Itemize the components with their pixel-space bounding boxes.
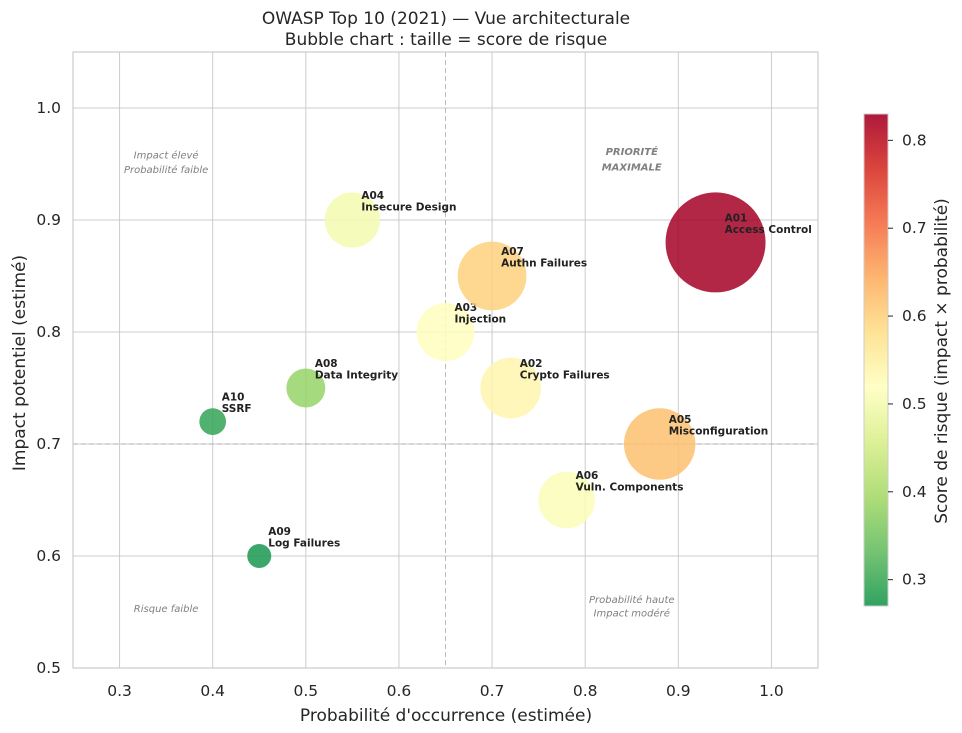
colorbar: 0.3 0.4 0.5 0.6 0.7 0.8 [863, 113, 927, 607]
bubble-a08 [286, 368, 326, 408]
y-tick-label: 0.5 [36, 659, 61, 677]
colorbar-label: Score de risque (impact × probabilité) [932, 198, 952, 524]
bubble-a06 [538, 471, 595, 529]
bubble-label-a10: A10 SSRF [222, 392, 252, 416]
bubble-a02 [480, 357, 542, 419]
x-tick-label: 0.4 [200, 682, 225, 700]
y-tick-label: 0.6 [36, 547, 61, 565]
plot-frame [72, 51, 819, 669]
bubble-label-a02: A02 Crypto Failures [520, 358, 610, 382]
annotation: Risque faible [134, 604, 199, 615]
annotation: MAXIMALE [602, 163, 662, 174]
chart-title: OWASP Top 10 (2021) — Vue architecturale [262, 9, 630, 29]
bubble-a05 [623, 408, 696, 480]
bubble-label-a03: A03 Injection [455, 302, 507, 326]
plot-area: 0.3 0.4 0.5 0.6 0.7 0.8 0.9 1.0 0.5 0.6 0.7 0.8 0.9 1… [36, 51, 819, 700]
colorbar-tick-label: 0.4 [902, 483, 927, 501]
x-tick-label: 0.7 [480, 682, 505, 700]
colorbar-tick-label: 0.3 [902, 571, 927, 589]
bubble-a09 [247, 544, 272, 568]
bubble-a10 [199, 408, 227, 435]
bubble-a03 [416, 303, 475, 361]
bubble-label-a06: A06 Vuln. Components [576, 470, 684, 494]
bubble-label-a08: A08 Data Integrity [315, 358, 398, 382]
annotation: Impact modéré [594, 607, 670, 619]
bubble-a07 [457, 241, 527, 311]
y-tick-label: 0.7 [36, 435, 61, 453]
y-tick-label: 1.0 [36, 99, 61, 117]
y-axis-label: Impact potentiel (estimé) [10, 255, 30, 471]
bubble-a04 [324, 192, 380, 248]
x-tick-label: 0.6 [387, 682, 412, 700]
bubble-label-a04: A04 Insecure Design [361, 190, 456, 214]
y-tick-label: 0.9 [36, 211, 61, 229]
colorbar-tick-label: 0.8 [902, 131, 927, 149]
x-tick-label: 0.5 [293, 682, 318, 700]
colorbar-tick-label: 0.6 [902, 307, 927, 325]
bubble-label-a07: A07 Authn Failures [501, 246, 587, 270]
colorbar-tick-label: 0.5 [902, 395, 927, 413]
colorbar-tick-label: 0.7 [902, 219, 927, 237]
annotation: Impact élevé [134, 149, 199, 161]
chart-subtitle: Bubble chart : taille = score de risque [285, 30, 607, 50]
bubble-label-a05: A05 Misconfiguration [669, 414, 769, 438]
bubble-label-a09: A09 Log Failures [268, 526, 340, 550]
x-tick-label: 0.9 [666, 682, 691, 700]
x-tick-label: 1.0 [759, 682, 784, 700]
colorbar-bar [863, 113, 889, 607]
y-tick-label: 0.8 [36, 323, 61, 341]
x-tick-label: 0.8 [573, 682, 598, 700]
annotation: PRIORITÉ [606, 145, 658, 158]
bubble-a01 [665, 192, 766, 293]
annotation: Probabilité faible [124, 164, 208, 176]
x-tick-label: 0.3 [107, 682, 132, 700]
bubble-label-a01: A01 Access Control [725, 212, 812, 236]
annotation: Probabilité haute [589, 594, 675, 606]
x-axis-label: Probabilité d'occurrence (estimée) [300, 706, 592, 726]
